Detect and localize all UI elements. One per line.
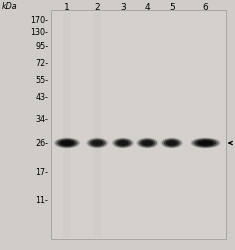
Ellipse shape — [54, 138, 80, 148]
Text: 4: 4 — [145, 4, 150, 13]
Ellipse shape — [139, 139, 155, 147]
Text: 1: 1 — [64, 4, 70, 13]
Text: 5: 5 — [169, 4, 175, 13]
Ellipse shape — [136, 138, 158, 148]
Text: 43-: 43- — [35, 93, 48, 102]
Ellipse shape — [161, 138, 183, 148]
Ellipse shape — [166, 140, 177, 146]
Bar — [51, 10, 227, 239]
Text: 11-: 11- — [35, 196, 48, 205]
Ellipse shape — [138, 138, 157, 148]
Ellipse shape — [115, 139, 131, 147]
Text: 2: 2 — [94, 4, 100, 13]
Ellipse shape — [113, 138, 133, 148]
Text: kDa: kDa — [2, 2, 17, 11]
Ellipse shape — [60, 140, 74, 146]
Text: 26-: 26- — [35, 138, 48, 147]
Text: 95-: 95- — [35, 42, 48, 51]
Ellipse shape — [92, 140, 103, 146]
Ellipse shape — [112, 138, 134, 148]
Text: 34-: 34- — [35, 115, 48, 124]
Bar — [93, 12, 102, 237]
Ellipse shape — [164, 139, 180, 147]
Ellipse shape — [192, 138, 219, 148]
Ellipse shape — [58, 139, 76, 147]
Text: 55-: 55- — [35, 76, 48, 86]
Text: 170-: 170- — [30, 16, 48, 25]
Ellipse shape — [117, 140, 129, 146]
Text: 130-: 130- — [31, 28, 48, 36]
Ellipse shape — [55, 138, 78, 148]
Ellipse shape — [141, 140, 153, 146]
Bar — [63, 12, 71, 237]
Ellipse shape — [88, 138, 107, 148]
Ellipse shape — [190, 138, 221, 148]
Ellipse shape — [198, 140, 213, 146]
Text: 17-: 17- — [35, 168, 48, 177]
Text: 3: 3 — [120, 4, 126, 13]
Text: 6: 6 — [203, 4, 208, 13]
Ellipse shape — [162, 138, 181, 148]
Ellipse shape — [86, 138, 108, 148]
Ellipse shape — [195, 139, 216, 147]
Text: 72-: 72- — [35, 59, 48, 68]
Ellipse shape — [89, 139, 105, 147]
